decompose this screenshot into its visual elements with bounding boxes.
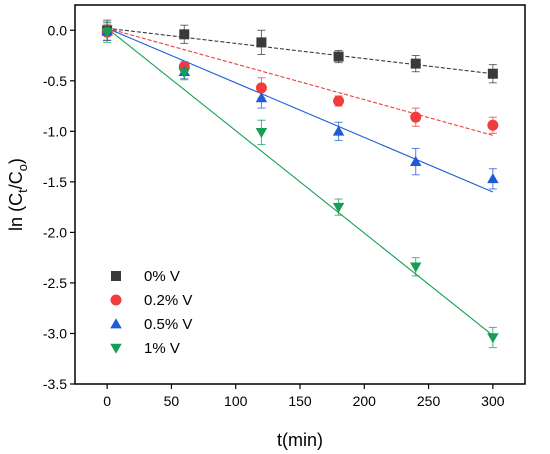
data-point <box>101 27 113 39</box>
x-tick-label: 200 <box>353 393 377 409</box>
y-axis-title: ln (Ct/Co) <box>6 158 30 231</box>
data-point <box>333 95 345 107</box>
y-axis-title-part: /C <box>6 171 26 189</box>
y-tick-label: -2.5 <box>43 275 67 291</box>
y-axis-title-part: o <box>15 164 30 171</box>
legend-marker <box>111 271 121 281</box>
x-tick-label: 100 <box>224 393 248 409</box>
data-point <box>333 51 344 62</box>
data-points <box>101 25 499 344</box>
x-tick-label: 250 <box>417 393 441 409</box>
fit-line <box>107 27 493 75</box>
fit-lines <box>106 27 494 336</box>
data-point <box>255 82 267 94</box>
legend-label: 1% V <box>144 340 180 357</box>
data-point <box>409 155 422 166</box>
x-tick-label: 300 <box>481 393 505 409</box>
x-tick-label: 50 <box>164 393 180 409</box>
x-tick-label: 0 <box>103 393 111 409</box>
data-point <box>487 333 499 344</box>
y-tick-label: -1.0 <box>43 123 67 139</box>
x-axis-title: t(min) <box>277 430 323 450</box>
data-point <box>487 68 498 79</box>
data-point <box>409 262 422 273</box>
data-point <box>255 128 268 139</box>
legend-marker <box>110 318 122 329</box>
y-tick-label: -1.5 <box>43 174 67 190</box>
axis-ticks: 0 50 100 150 200 250 300 0.0 -0.5 -1.0 -1.5 -2.0 -2.… <box>43 22 505 409</box>
y-tick-label: -0.5 <box>43 73 67 89</box>
y-axis-title-part: ) <box>6 158 26 164</box>
y-tick-label: -3.0 <box>43 325 67 341</box>
data-point <box>410 58 421 69</box>
data-point <box>178 68 191 79</box>
legend-label: 0% V <box>144 268 180 285</box>
fit-line <box>106 27 494 193</box>
data-point <box>256 37 267 48</box>
y-tick-label: 0.0 <box>48 22 68 38</box>
data-point <box>487 119 499 131</box>
data-point <box>487 173 499 184</box>
plot-frame <box>74 4 526 385</box>
data-point <box>255 92 268 103</box>
fit-line <box>106 27 494 336</box>
legend-label: 0.2% V <box>144 292 192 309</box>
legend-marker <box>110 294 122 306</box>
legend-label: 0.5% V <box>144 316 192 333</box>
data-point <box>332 202 345 213</box>
y-tick-label: -2.0 <box>43 224 67 240</box>
y-tick-label: -3.5 <box>43 376 67 392</box>
data-point <box>179 29 190 40</box>
x-tick-label: 150 <box>288 393 312 409</box>
legend: 0% V 0.2% V 0.5% V 1% V <box>110 268 192 357</box>
data-point <box>410 111 422 123</box>
y-axis-title-part: ln (C <box>6 193 26 231</box>
data-point <box>332 125 345 136</box>
y-axis-title-part: t <box>15 189 30 193</box>
legend-marker <box>110 343 122 354</box>
fit-line <box>106 27 494 136</box>
